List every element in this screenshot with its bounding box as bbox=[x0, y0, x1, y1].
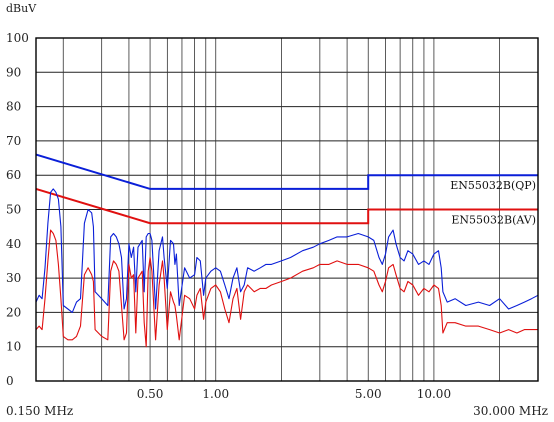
limit-line bbox=[35, 153, 538, 190]
limit-line-label: EN55032B(AV) bbox=[451, 214, 536, 227]
y-tick-label: 30 bbox=[6, 271, 21, 285]
y-tick-label: 70 bbox=[6, 134, 21, 148]
limit-line bbox=[35, 187, 538, 225]
y-axis-unit-label: dBuV bbox=[6, 2, 37, 15]
y-tick-label: 90 bbox=[6, 65, 21, 79]
limit-line-label: EN55032B(QP) bbox=[450, 179, 536, 192]
measurement-trace bbox=[35, 229, 538, 348]
x-axis-end-label: 30.000 MHz bbox=[473, 404, 548, 418]
plot-frame bbox=[35, 37, 539, 382]
y-tick-label: 80 bbox=[6, 100, 21, 114]
y-tick-label: 60 bbox=[6, 168, 21, 182]
axis-labels: 0 10 20 30 40 50 60 70 80 90 100 0.50 1.00 5.00 10.00 E… bbox=[6, 31, 536, 401]
y-tick-label: 100 bbox=[6, 31, 29, 45]
y-tick-label: 40 bbox=[6, 237, 21, 251]
x-tick-label: 10.00 bbox=[417, 387, 451, 401]
x-tick-label: 5.00 bbox=[355, 387, 382, 401]
x-tick-label: 0.50 bbox=[137, 387, 164, 401]
measurement-traces bbox=[35, 188, 539, 348]
x-tick-label: 1.00 bbox=[202, 387, 229, 401]
measurement-trace bbox=[35, 188, 539, 313]
y-tick-label: 20 bbox=[6, 305, 21, 319]
y-tick-label: 10 bbox=[6, 340, 21, 354]
limit-lines bbox=[35, 153, 538, 225]
y-tick-label: 50 bbox=[6, 203, 21, 217]
y-tick-label: 0 bbox=[6, 374, 14, 388]
x-axis-start-label: 0.150 MHz bbox=[6, 404, 73, 418]
